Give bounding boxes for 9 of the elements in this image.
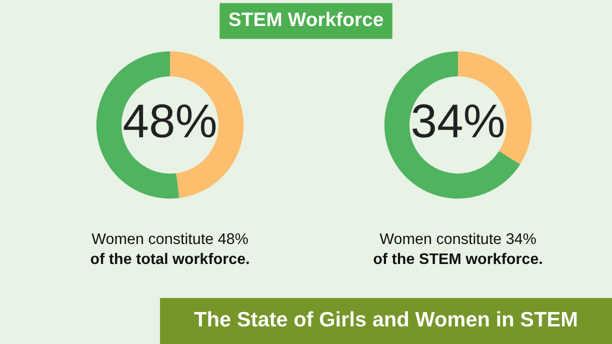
- data-label: 34%: [412, 104, 504, 138]
- donut-slice: [384, 51, 520, 199]
- data-label: 48%: [124, 104, 216, 138]
- text: STEM Workforce: [228, 12, 383, 26]
- text: The State of Girls and Women in STEM: [194, 311, 577, 327]
- text: Women constitute 34%: [380, 232, 536, 244]
- text: of the total workforce.: [90, 252, 249, 264]
- text: of the STEM workforce.: [374, 252, 542, 264]
- text: Women constitute 48%: [92, 232, 248, 244]
